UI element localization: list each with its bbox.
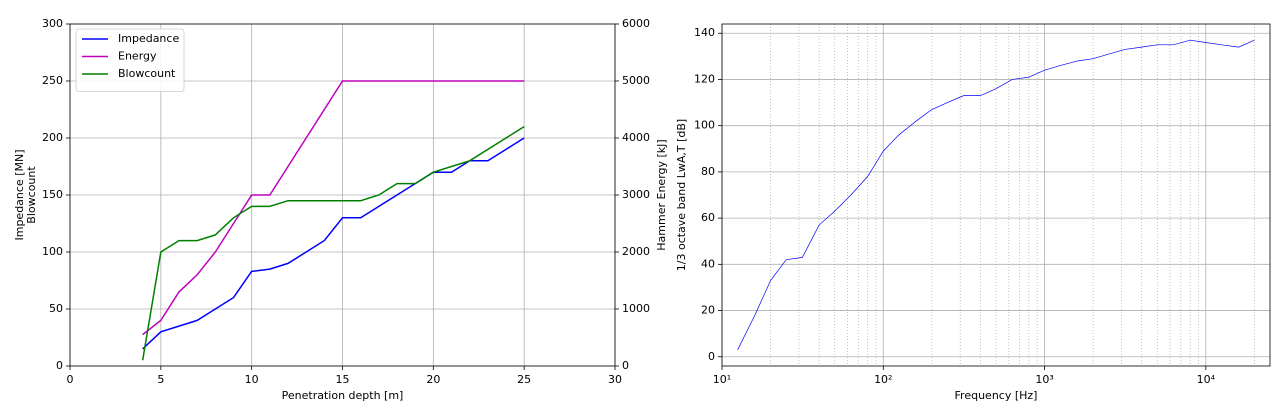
plot-frame [69,23,616,367]
x-tick-label: 10³ [1035,373,1053,386]
y-tick-label: 140 [694,26,715,39]
x-tick-label: 10 [245,373,259,386]
data-line [142,80,525,336]
y-tick-label: 200 [42,131,63,144]
y2-axis-label: Hammer Energy [kJ] [655,139,668,250]
y-tick-label: 0 [708,350,715,363]
legend-label: Blowcount [118,67,176,80]
legend-label: Energy [118,50,157,63]
y-tick-label: 40 [701,257,715,270]
x-axis-label: Penetration depth [m] [282,389,404,402]
x-tick-label: 5 [157,373,164,386]
y-tick-label: 150 [42,188,63,201]
y2-tick-label: 3000 [622,188,650,201]
y-axis-label: 1/3 octave band LwA,T [dB] [675,119,688,271]
legend-box [75,28,185,92]
x-tick-label: 30 [608,373,622,386]
y2-tick-label: 0 [622,359,629,372]
plot-frame [721,23,1271,367]
y-axis-label: Impedance [MN] [13,149,26,240]
data-line [142,137,525,350]
y2-tick-label: 2000 [622,245,650,258]
x-tick-label: 10⁴ [1197,373,1216,386]
y-tick-label: 100 [694,119,715,132]
x-tick-label: 10¹ [713,373,731,386]
y-tick-label: 0 [56,359,63,372]
x-tick-label: 10² [874,373,892,386]
y-tick-label: 60 [701,211,715,224]
x-tick-label: 20 [426,373,440,386]
y-axis-label: Blowcount [25,166,38,224]
y-tick-label: 20 [701,304,715,317]
y2-tick-label: 5000 [622,74,650,87]
legend-label: Impedance [118,32,179,45]
x-tick-label: 15 [336,373,350,386]
y-tick-label: 50 [49,302,63,315]
y2-tick-label: 6000 [622,17,650,30]
data-line [737,39,1255,350]
y-tick-label: 80 [701,165,715,178]
x-axis-label: Frequency [Hz] [955,389,1038,402]
y2-tick-label: 1000 [622,302,650,315]
y2-tick-label: 4000 [622,131,650,144]
y-tick-label: 120 [694,72,715,85]
y-tick-label: 250 [42,74,63,87]
y-tick-label: 300 [42,17,63,30]
y-tick-label: 100 [42,245,63,258]
data-line [141,125,525,361]
x-tick-label: 0 [67,373,74,386]
x-tick-label: 25 [517,373,531,386]
